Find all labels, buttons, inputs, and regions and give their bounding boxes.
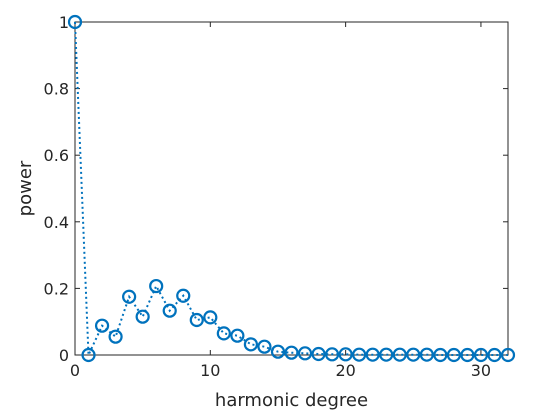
y-axis-label: power bbox=[15, 160, 36, 216]
data-point bbox=[419, 347, 434, 362]
data-point bbox=[406, 347, 421, 362]
data-point bbox=[324, 347, 340, 362]
data-point bbox=[270, 344, 286, 359]
data-point bbox=[94, 318, 110, 333]
x-tick-label: 0 bbox=[70, 361, 80, 380]
y-tick-label: 0.8 bbox=[44, 80, 69, 99]
data-point bbox=[284, 345, 299, 360]
y-tick-label: 1 bbox=[59, 13, 69, 32]
x-tick-label: 10 bbox=[200, 361, 220, 380]
data-point bbox=[473, 347, 489, 363]
data-point bbox=[189, 312, 204, 328]
plot-area bbox=[74, 21, 509, 356]
data-point bbox=[460, 347, 475, 363]
series-line bbox=[74, 21, 508, 356]
data-point bbox=[365, 347, 380, 362]
data-point bbox=[149, 278, 164, 294]
data-point bbox=[216, 326, 231, 341]
x-tick-label: 20 bbox=[335, 361, 355, 380]
data-point bbox=[203, 310, 218, 325]
data-point bbox=[257, 339, 272, 354]
x-tick-label: 30 bbox=[471, 361, 491, 380]
data-point bbox=[433, 347, 448, 363]
data-point bbox=[81, 347, 96, 363]
y-tick-label: 0.6 bbox=[44, 146, 69, 165]
plot-box bbox=[74, 21, 509, 356]
x-axis-label: harmonic degree bbox=[215, 390, 368, 411]
data-point bbox=[392, 347, 407, 362]
y-tick-label: 0 bbox=[59, 346, 69, 365]
data-point bbox=[67, 14, 83, 30]
data-series bbox=[67, 14, 516, 363]
data-point bbox=[446, 347, 461, 363]
data-point bbox=[108, 329, 123, 344]
y-tick-label: 0.2 bbox=[44, 279, 69, 298]
data-point bbox=[352, 347, 367, 362]
axis-ticks: 0 10 20 30 0 0.2 0.4 0.6 0.8 1 bbox=[44, 13, 508, 380]
data-point bbox=[297, 346, 313, 361]
data-point bbox=[122, 289, 137, 304]
y-tick-label: 0.4 bbox=[44, 213, 69, 232]
data-point bbox=[379, 347, 394, 362]
data-point bbox=[162, 303, 177, 318]
data-point bbox=[176, 288, 191, 303]
data-point bbox=[487, 347, 502, 363]
data-point bbox=[500, 347, 516, 363]
data-point bbox=[230, 328, 245, 343]
data-point bbox=[338, 347, 353, 362]
data-point bbox=[135, 309, 150, 324]
data-point bbox=[243, 337, 259, 352]
data-point bbox=[311, 346, 326, 362]
